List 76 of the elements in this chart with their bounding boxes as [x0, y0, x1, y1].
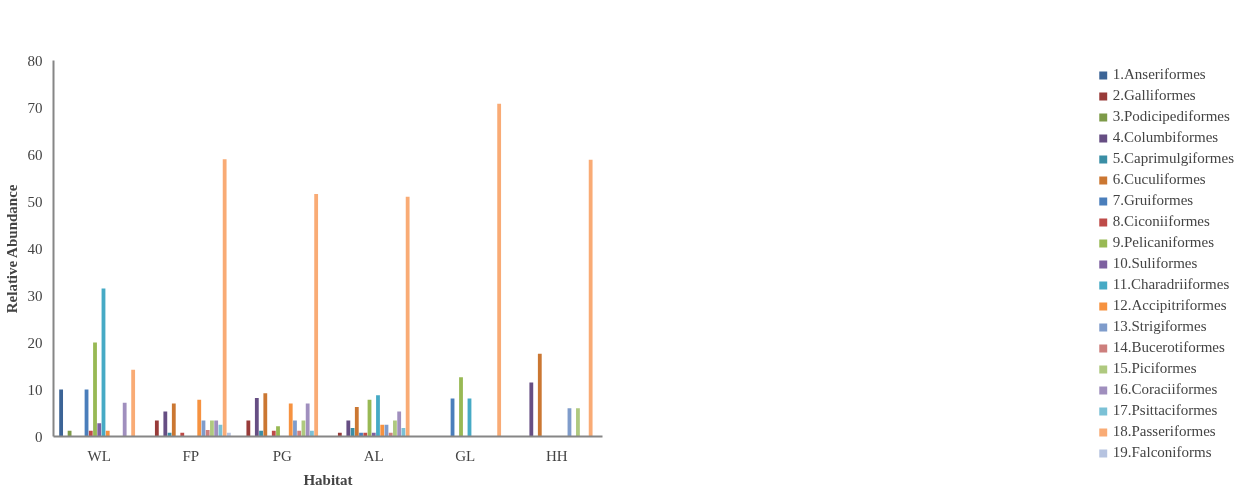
bar	[576, 408, 580, 437]
bar	[293, 420, 297, 437]
bar	[246, 420, 251, 437]
bar	[354, 406, 359, 437]
bar	[131, 369, 136, 437]
legend-label: 10.Suliformes	[1112, 255, 1198, 272]
bar	[588, 159, 593, 437]
legend-label: 7.Gruiformes	[1112, 192, 1194, 209]
y-tick-label: 60	[27, 146, 43, 163]
bar	[97, 423, 102, 437]
bar	[263, 393, 268, 437]
legend-label: 17.Psittaciformes	[1112, 402, 1218, 419]
y-tick-label: 30	[27, 287, 43, 304]
legend-label: 9.Pelicaniformes	[1112, 234, 1214, 251]
bar	[171, 403, 176, 437]
y-tick-label: 20	[27, 334, 43, 351]
bar	[314, 193, 319, 437]
x-tick-label: PG	[272, 447, 292, 464]
bar	[297, 430, 302, 437]
legend-label: 2.Galliformes	[1112, 87, 1196, 104]
bar	[214, 420, 219, 437]
bar	[163, 411, 168, 437]
x-tick-label: WL	[87, 447, 111, 464]
bar	[288, 403, 293, 437]
y-tick-label: 40	[27, 240, 43, 257]
bar	[122, 402, 127, 437]
bar	[393, 420, 397, 437]
legend-label: 14.Bucerotiformes	[1112, 339, 1225, 356]
bar	[88, 430, 93, 437]
bar	[254, 397, 259, 437]
bar	[537, 353, 542, 437]
x-tick-label: AL	[363, 447, 384, 464]
legend-label: 3.Podicipediformes	[1112, 108, 1230, 125]
bar	[154, 420, 159, 437]
legend-label: 15.Piciformes	[1112, 360, 1197, 377]
bar	[205, 429, 210, 437]
bar	[459, 377, 463, 437]
legend-label: 11.Charadriiformes	[1112, 276, 1230, 293]
bar	[197, 399, 202, 437]
bar	[380, 424, 385, 437]
bar	[376, 395, 380, 437]
x-tick-label: HH	[545, 447, 568, 464]
legend-label: 16.Coraciiformes	[1112, 381, 1218, 398]
bar	[305, 403, 310, 437]
y-axis-title: Relative Abundance	[3, 184, 20, 314]
legend-label: 19.Falconiforms	[1112, 444, 1212, 461]
bar	[529, 382, 534, 437]
legend-label: 1.Anseriformes	[1112, 66, 1206, 83]
bar	[346, 420, 351, 437]
bar	[497, 103, 502, 437]
legend-label: 12.Accipitriformes	[1112, 297, 1227, 314]
legend-label: 8.Ciconiiformes	[1112, 213, 1210, 230]
y-tick-label: 0	[35, 428, 43, 445]
bar	[310, 430, 314, 437]
y-tick-label: 50	[27, 193, 43, 210]
y-tick-label: 70	[27, 99, 43, 116]
legend-label: 6.Cuculiformes	[1112, 171, 1206, 188]
bar	[222, 159, 227, 437]
bar	[105, 430, 110, 437]
legend-label: 5.Caprimulgiformes	[1112, 150, 1234, 167]
bar	[59, 389, 64, 437]
bar	[405, 196, 410, 437]
y-tick-label: 80	[27, 52, 43, 69]
x-axis-title: Habitat	[303, 471, 353, 488]
x-tick-label: GL	[455, 447, 476, 464]
bar	[276, 426, 280, 437]
bar	[93, 342, 97, 437]
y-tick-label: 10	[27, 381, 43, 398]
legend-label: 18.Passeriformes	[1112, 423, 1216, 440]
bar	[271, 430, 276, 437]
legend-label: 13.Strigiformes	[1112, 318, 1207, 335]
x-tick-label: FP	[182, 447, 200, 464]
bar	[397, 411, 402, 437]
bar	[210, 420, 214, 437]
legend-label: 4.Columbiformes	[1112, 129, 1219, 146]
bar	[259, 430, 263, 437]
